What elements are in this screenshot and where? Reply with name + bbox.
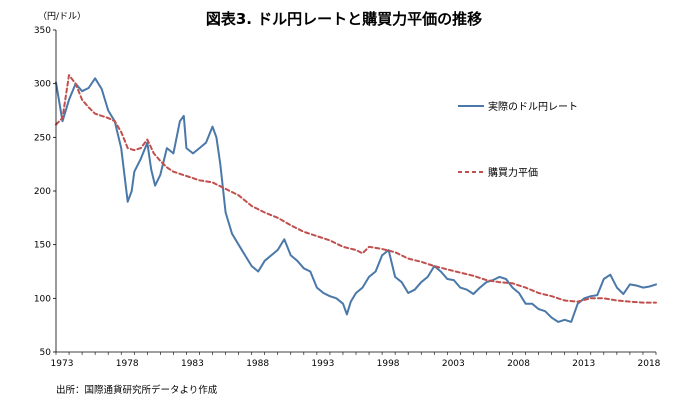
x-tick-label: 2013 [572, 359, 595, 369]
y-tick-label: 100 [34, 294, 51, 304]
x-tick-label: 2003 [442, 359, 465, 369]
x-axis: 1973 1978 1983 1988 1993 1998 2003 2008 2013 2018 [51, 352, 661, 369]
y-tick-label: 300 [34, 80, 51, 90]
y-tick-label: 50 [40, 348, 52, 358]
series-line-ppp [55, 74, 657, 304]
x-tick-label: 1983 [181, 359, 204, 369]
x-tick-label: 2008 [507, 359, 530, 369]
x-tick-label: 2018 [638, 359, 661, 369]
series-line-actual-rate [55, 77, 657, 323]
plot-frame [55, 30, 656, 353]
y-tick-label: 250 [34, 133, 51, 143]
y-tick-label: 200 [34, 187, 51, 197]
series-layer [55, 74, 657, 323]
y-axis-unit-label: （円/ドル） [38, 11, 86, 22]
x-tick-label: 1998 [377, 359, 400, 369]
y-tick-label: 350 [34, 26, 51, 36]
x-tick-label: 1988 [246, 359, 269, 369]
x-tick-label: 1978 [116, 359, 139, 369]
x-tick-label: 1993 [311, 359, 334, 369]
source-note: 出所：国際通貨研究所データより作成 [56, 384, 218, 396]
y-axis: 50 100 150 200 250 300 350 [34, 26, 56, 358]
x-tick-label: 1973 [51, 359, 74, 369]
chart-title: 図表3. ドル円レートと購買力平価の推移 [206, 10, 482, 28]
legend-label-ppp: 購買力平価 [488, 166, 538, 179]
y-tick-label: 150 [34, 241, 51, 251]
legend-label-actual-rate: 実際のドル円レート [488, 100, 578, 113]
